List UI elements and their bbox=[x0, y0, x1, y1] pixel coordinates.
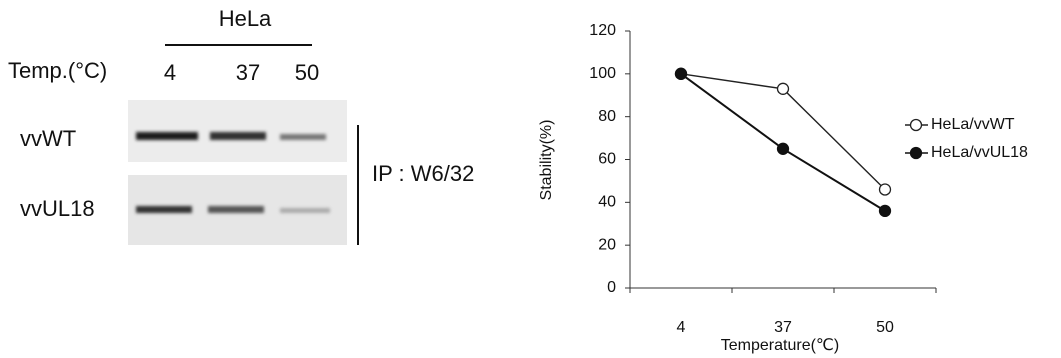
y-tick-label: 0 bbox=[607, 279, 616, 296]
temp-label: Temp.(°C) bbox=[8, 58, 107, 83]
y-tick-label: 40 bbox=[598, 194, 616, 211]
lane-label: 4 bbox=[164, 60, 176, 85]
point bbox=[676, 68, 687, 79]
legend-label: HeLa/vvWT bbox=[931, 116, 1015, 133]
y-tick-label: 20 bbox=[598, 236, 616, 253]
legend-marker bbox=[911, 120, 922, 131]
ip-label: IP : W6/32 bbox=[372, 161, 474, 186]
band bbox=[280, 134, 326, 140]
figure: HeLa Temp.(°C) 4 37 50 vvWT vvUL18 IP : … bbox=[0, 0, 1061, 358]
band bbox=[208, 206, 264, 213]
y-tick-label: 60 bbox=[598, 151, 616, 168]
x-tick-label: 37 bbox=[774, 319, 792, 336]
cell-line: HeLa bbox=[219, 6, 272, 31]
x-axis-label: Temperature(℃) bbox=[721, 337, 839, 354]
legend-label: HeLa/vvUL18 bbox=[931, 144, 1028, 161]
gel-blot bbox=[128, 100, 347, 162]
band bbox=[210, 132, 266, 140]
y-tick-label: 100 bbox=[589, 65, 616, 82]
band bbox=[136, 132, 198, 140]
lane-label: 50 bbox=[295, 60, 319, 85]
point bbox=[778, 83, 789, 94]
row-label: vvWT bbox=[20, 126, 76, 151]
x-tick-label: 50 bbox=[876, 319, 894, 336]
x-tick-label: 4 bbox=[677, 319, 686, 336]
legend-marker bbox=[911, 148, 922, 159]
point bbox=[880, 205, 891, 216]
band bbox=[136, 206, 192, 213]
y-tick-label: 120 bbox=[589, 22, 616, 39]
row-label: vvUL18 bbox=[20, 196, 95, 221]
point bbox=[778, 143, 789, 154]
point bbox=[880, 184, 891, 195]
y-axis-label: Stability(%) bbox=[538, 120, 555, 201]
lane-label: 37 bbox=[236, 60, 260, 85]
y-tick-label: 80 bbox=[598, 108, 616, 125]
band bbox=[280, 208, 330, 213]
